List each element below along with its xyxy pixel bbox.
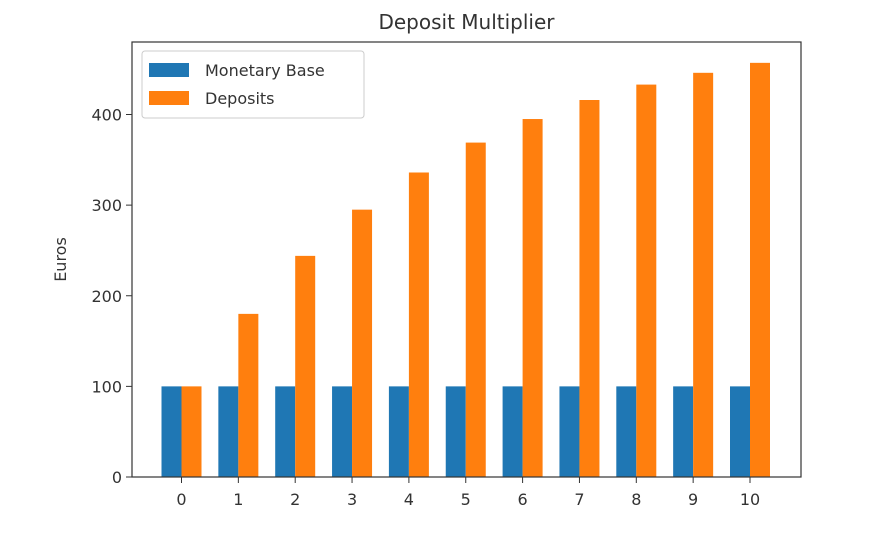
bar-deposits-5	[465, 142, 486, 477]
x-tick-label: 6	[518, 490, 528, 509]
chart-title: Deposit Multiplier	[378, 10, 555, 34]
legend-box	[141, 50, 365, 119]
bar-monetary-base-7	[559, 386, 580, 477]
y-tick-label: 100	[91, 377, 122, 396]
bar-deposits-1	[238, 313, 259, 477]
bar-deposits-10	[750, 62, 770, 477]
bar-deposits-0	[181, 386, 202, 477]
legend-label: Deposits	[205, 89, 275, 108]
x-tick-label: 0	[176, 490, 186, 509]
bar-deposits-9	[693, 72, 714, 477]
bar-deposits-6	[522, 119, 543, 477]
y-axis-label: Euros	[51, 237, 70, 282]
bar-deposits-8	[636, 84, 657, 477]
bar-deposits-4	[408, 172, 429, 477]
x-tick-label: 7	[574, 490, 584, 509]
plot-area	[131, 41, 802, 478]
x-tick-label: 8	[631, 490, 641, 509]
legend-label: Monetary Base	[205, 61, 325, 80]
bar-monetary-base-0	[161, 386, 182, 477]
x-tick-label: 4	[404, 490, 414, 509]
bar-monetary-base-10	[730, 386, 750, 477]
y-axis: 0 100 200 300 400	[91, 106, 132, 487]
legend: Monetary Base Deposits	[141, 50, 365, 119]
bar-monetary-base-2	[275, 386, 296, 477]
x-tick-label: 10	[740, 490, 760, 509]
bar-monetary-base-4	[388, 386, 409, 477]
series-monetary-base	[161, 386, 750, 477]
x-tick-label: 5	[461, 490, 471, 509]
x-tick-label: 2	[290, 490, 300, 509]
plot-frame	[131, 41, 802, 478]
x-tick-label: 1	[233, 490, 243, 509]
bar-monetary-base-1	[218, 386, 239, 477]
x-tick-label: 9	[688, 490, 698, 509]
x-tick-label: 3	[347, 490, 357, 509]
y-tick-label: 300	[91, 196, 122, 215]
bar-monetary-base-9	[673, 386, 694, 477]
y-tick-label: 0	[112, 468, 122, 487]
bar-monetary-base-8	[616, 386, 637, 477]
series-deposits	[181, 62, 770, 477]
bar-monetary-base-5	[445, 386, 466, 477]
y-tick-label: 200	[91, 287, 122, 306]
bar-monetary-base-6	[502, 386, 523, 477]
legend-swatch	[149, 63, 189, 77]
legend-swatch	[149, 91, 189, 105]
y-tick-label: 400	[91, 106, 122, 125]
bar-deposits-2	[295, 255, 316, 477]
bar-deposits-7	[579, 100, 600, 477]
x-axis: 0 1 2 3 4 5 6 7 8 9 10	[176, 477, 760, 509]
bar-deposits-3	[352, 209, 373, 477]
bar-monetary-base-3	[332, 386, 353, 477]
